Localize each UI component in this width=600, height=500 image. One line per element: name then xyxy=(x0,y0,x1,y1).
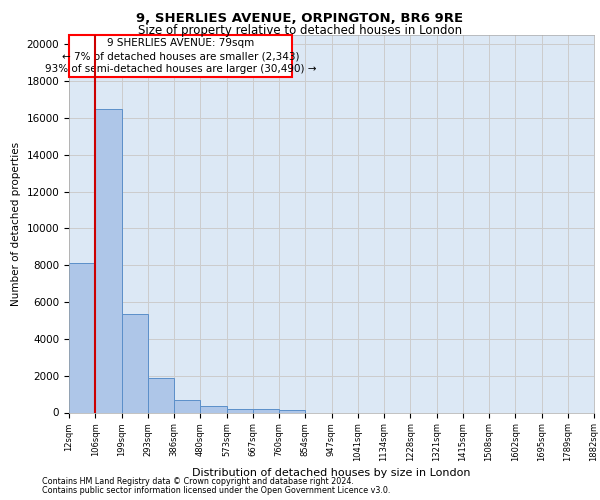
Text: 9, SHERLIES AVENUE, ORPINGTON, BR6 9RE: 9, SHERLIES AVENUE, ORPINGTON, BR6 9RE xyxy=(136,12,464,26)
X-axis label: Distribution of detached houses by size in London: Distribution of detached houses by size … xyxy=(192,468,471,478)
Text: Size of property relative to detached houses in London: Size of property relative to detached ho… xyxy=(138,24,462,37)
Bar xyxy=(227,409,253,412)
Text: Contains HM Land Registry data © Crown copyright and database right 2024.: Contains HM Land Registry data © Crown c… xyxy=(42,477,354,486)
Text: Contains public sector information licensed under the Open Government Licence v3: Contains public sector information licen… xyxy=(42,486,391,495)
Bar xyxy=(69,35,292,78)
Text: 93% of semi-detached houses are larger (30,490) →: 93% of semi-detached houses are larger (… xyxy=(45,64,316,74)
Bar xyxy=(200,406,227,412)
Y-axis label: Number of detached properties: Number of detached properties xyxy=(11,142,21,306)
Bar xyxy=(95,108,121,412)
Bar xyxy=(174,400,200,412)
Bar xyxy=(69,264,95,412)
Bar xyxy=(121,314,148,412)
Bar xyxy=(279,410,305,412)
Text: ← 7% of detached houses are smaller (2,343): ← 7% of detached houses are smaller (2,3… xyxy=(62,51,299,61)
Bar xyxy=(148,378,174,412)
Text: 9 SHERLIES AVENUE: 79sqm: 9 SHERLIES AVENUE: 79sqm xyxy=(107,38,254,48)
Bar xyxy=(253,410,279,412)
